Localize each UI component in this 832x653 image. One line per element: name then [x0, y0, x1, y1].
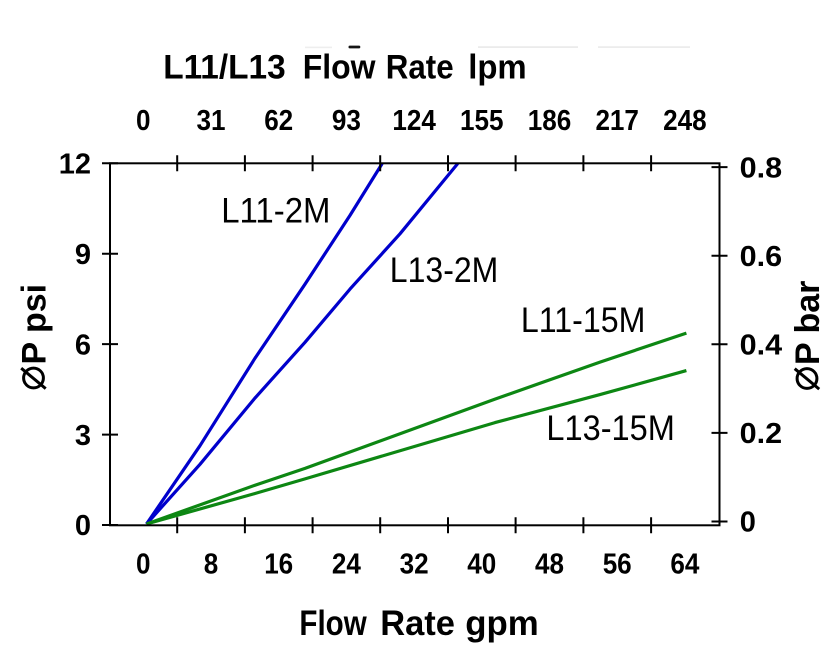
svg-text:217: 217: [595, 105, 639, 137]
svg-text:Flow: Flow: [303, 48, 376, 86]
svg-text:3: 3: [75, 420, 91, 452]
svg-text:Flow: Flow: [299, 604, 367, 643]
svg-text:8: 8: [204, 549, 219, 581]
svg-text:0: 0: [136, 105, 151, 137]
svg-text:gpm: gpm: [465, 604, 539, 643]
svg-text:93: 93: [332, 105, 361, 137]
svg-text:L11-2M: L11-2M: [221, 192, 330, 231]
svg-text:155: 155: [460, 105, 504, 137]
svg-text:L11-15M: L11-15M: [521, 301, 646, 340]
svg-text:56: 56: [603, 549, 632, 581]
svg-text:16: 16: [264, 549, 293, 581]
svg-text:186: 186: [528, 105, 572, 137]
svg-text:32: 32: [400, 549, 429, 581]
svg-text:lpm: lpm: [468, 48, 527, 86]
svg-text:0.8: 0.8: [740, 152, 783, 184]
svg-text:0.2: 0.2: [740, 418, 783, 450]
svg-text:L13-15M: L13-15M: [546, 409, 675, 448]
svg-text:0.4: 0.4: [740, 330, 783, 362]
svg-text:0: 0: [740, 507, 756, 539]
svg-text:P psi: P psi: [15, 284, 53, 365]
svg-text:0: 0: [75, 510, 91, 542]
svg-text:P bar: P bar: [789, 281, 827, 365]
svg-text:6: 6: [75, 329, 91, 361]
svg-text:0.6: 0.6: [740, 241, 783, 273]
svg-text:40: 40: [467, 549, 496, 581]
svg-text:64: 64: [670, 549, 699, 581]
svg-text:31: 31: [197, 105, 226, 137]
svg-text:Rate: Rate: [386, 48, 454, 86]
svg-text:Rate: Rate: [380, 604, 455, 643]
svg-text:48: 48: [535, 549, 564, 581]
svg-text:L11/L13: L11/L13: [163, 48, 286, 86]
svg-text:248: 248: [663, 105, 707, 137]
svg-text:0: 0: [136, 549, 151, 581]
svg-text:12: 12: [59, 149, 91, 181]
svg-text:124: 124: [392, 105, 436, 137]
svg-text:24: 24: [332, 549, 361, 581]
svg-text:L13-2M: L13-2M: [390, 251, 499, 290]
svg-text:62: 62: [264, 105, 293, 137]
svg-text:9: 9: [75, 239, 91, 271]
